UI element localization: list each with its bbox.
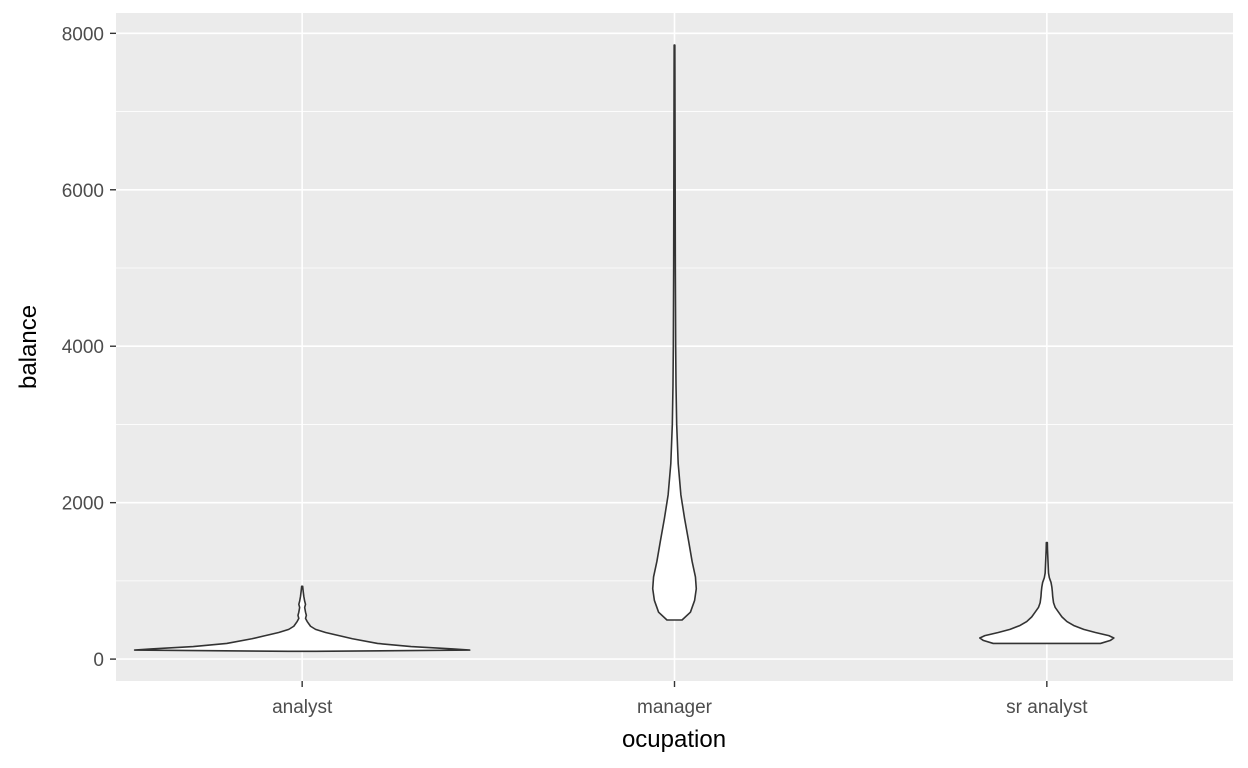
y-tick-label: 0 xyxy=(93,650,104,671)
y-axis: 0 2000 4000 6000 8000 xyxy=(62,24,116,671)
x-axis: analyst manager sr analyst xyxy=(272,681,1088,718)
y-tick-label: 4000 xyxy=(62,337,104,358)
violins xyxy=(133,44,1115,653)
violin-manager xyxy=(651,44,698,621)
x-tick-label: sr analyst xyxy=(1006,697,1088,718)
violin-sr-analyst xyxy=(979,541,1115,645)
x-tick-label: analyst xyxy=(272,697,333,718)
y-tick-label: 6000 xyxy=(62,181,104,202)
x-tick-label: manager xyxy=(637,697,713,718)
y-axis-title: balance xyxy=(15,305,42,389)
y-tick-label: 8000 xyxy=(62,24,104,45)
y-tick-label: 2000 xyxy=(62,494,104,515)
violin-analyst xyxy=(133,585,471,653)
x-axis-title: ocupation xyxy=(622,726,726,753)
